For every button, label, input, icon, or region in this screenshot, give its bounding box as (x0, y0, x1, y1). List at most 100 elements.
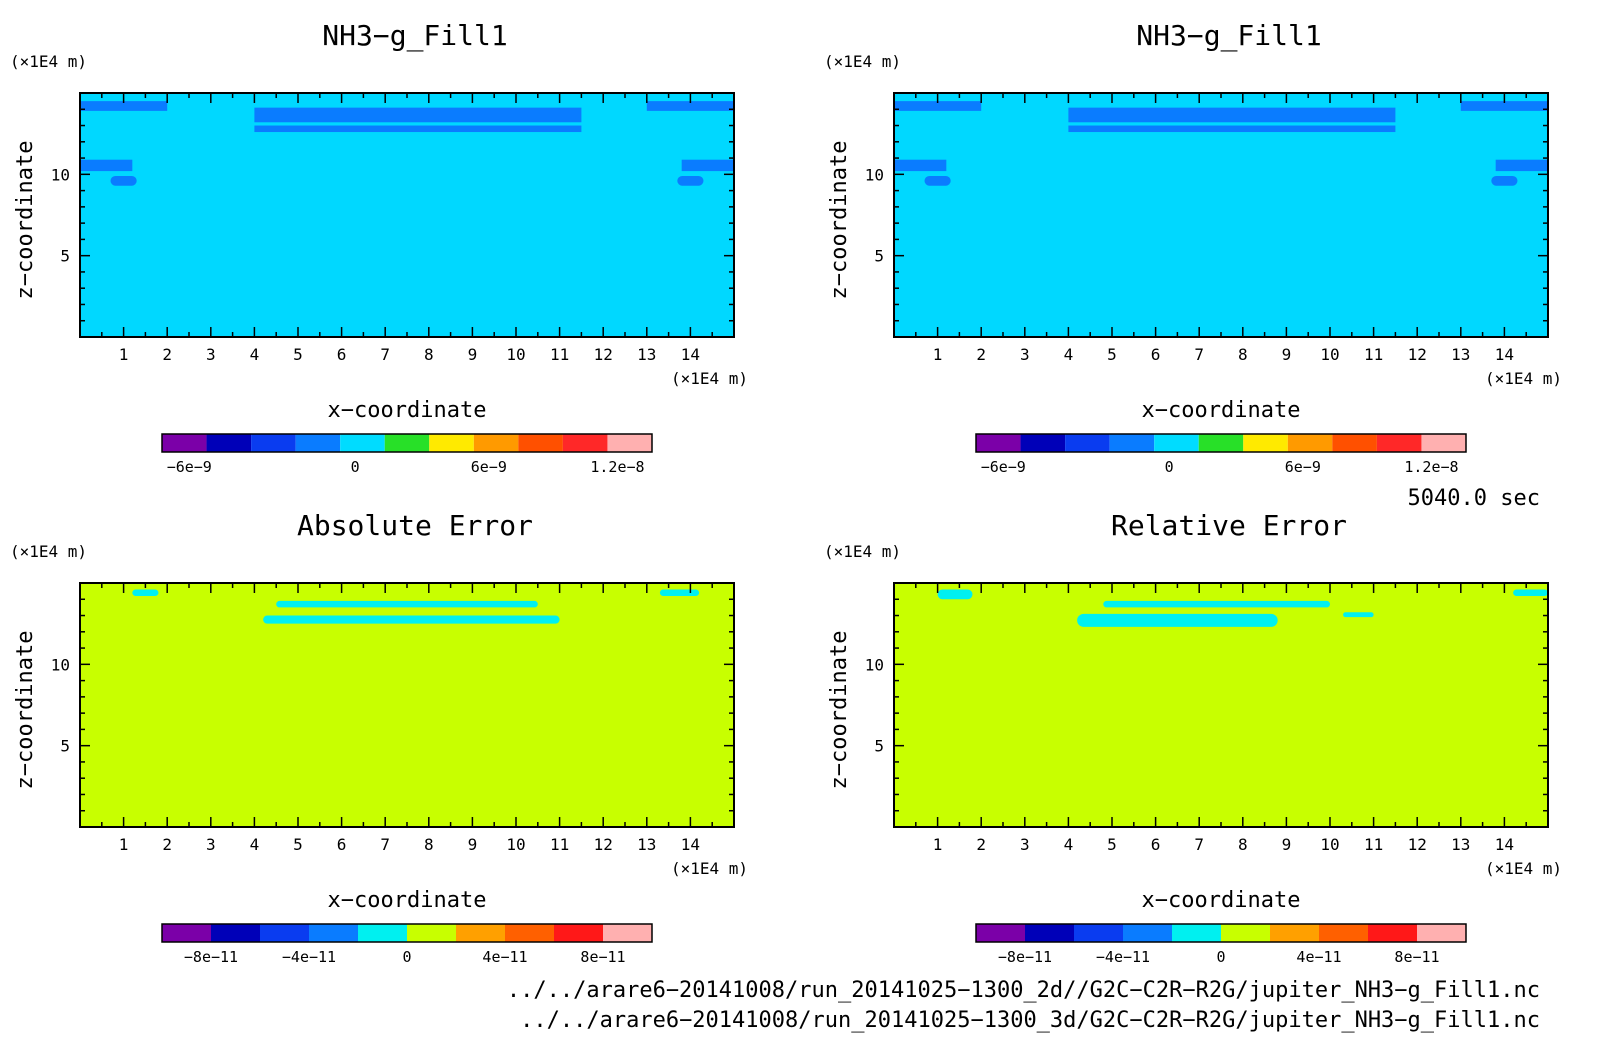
colorbar-label: 6e−9 (471, 458, 507, 476)
x-tick-label: 8 (1238, 835, 1248, 854)
x-tick-label: 11 (1364, 345, 1383, 364)
colorbar-label: −8e−11 (998, 948, 1052, 966)
colorbar-swatch (1376, 434, 1422, 452)
colorbar-swatch (554, 924, 603, 942)
colorbar-swatch (976, 924, 1025, 942)
x-tick-label: 3 (206, 835, 216, 854)
heatmap-blob (132, 589, 159, 597)
y-unit-label: (×1E4 m) (10, 542, 87, 561)
y-axis-label: z−coordinate (13, 141, 38, 300)
x-tick-label: 8 (1238, 345, 1248, 364)
x-unit-label: (×1E4 m) (671, 859, 748, 878)
colorbar-label: 4e−11 (1296, 948, 1341, 966)
colorbar-label: 4e−11 (482, 948, 527, 966)
x-tick-label: 13 (637, 345, 656, 364)
heatmap-band (1068, 125, 1396, 133)
chart-panel-3: Absolute Error(×1E4 m)1 2 3 4 5 6 7 8 9 10 11 12 13 1… (10, 509, 748, 966)
colorbar-swatch (260, 924, 309, 942)
x-tick-label: 8 (424, 835, 434, 854)
y-tick-label: 10 (51, 165, 70, 184)
colorbar-swatch (206, 434, 252, 452)
x-tick-label: 9 (468, 345, 478, 364)
heatmap-blob (937, 589, 973, 600)
plot-title: NH3−g_Fill1 (322, 19, 507, 53)
colorbar-label: 6e−9 (1285, 458, 1321, 476)
x-tick-label: 12 (594, 835, 613, 854)
x-tick-label: 8 (424, 345, 434, 364)
colorbar-label: −6e−9 (981, 458, 1026, 476)
x-tick-label: 12 (594, 345, 613, 364)
colorbar-swatch (211, 924, 260, 942)
heatmap-blob (1077, 613, 1278, 627)
heatmap-blob (1343, 612, 1374, 618)
x-tick-label: 2 (162, 345, 172, 364)
colorbar-label: 1.2e−8 (1404, 458, 1458, 476)
heatmap-band (1460, 101, 1548, 111)
x-axis-label: x−coordinate (1142, 888, 1301, 913)
x-axis-label: x−coordinate (328, 398, 487, 423)
colorbar-label: −6e−9 (167, 458, 212, 476)
x-tick-label: 13 (1451, 835, 1470, 854)
colorbar-label: 0 (402, 948, 411, 966)
heatmap-band (1495, 159, 1548, 172)
colorbar-label: 0 (351, 458, 360, 476)
heatmap-blob (110, 175, 137, 186)
colorbar-swatch (607, 434, 652, 452)
x-tick-label: 4 (250, 345, 260, 364)
x-tick-label: 5 (1107, 835, 1117, 854)
x-tick-label: 2 (162, 835, 172, 854)
colorbar-label: 8e−11 (1394, 948, 1439, 966)
x-tick-label: 11 (1364, 835, 1383, 854)
x-tick-label: 6 (1151, 835, 1161, 854)
colorbar-swatch (1154, 434, 1199, 452)
x-tick-label: 1 (119, 345, 129, 364)
colorbar-swatch (603, 924, 652, 942)
heatmap-blob (276, 600, 538, 608)
x-unit-label: (×1E4 m) (1485, 859, 1562, 878)
colorbar-swatch (1198, 434, 1244, 452)
x-tick-label: 10 (506, 345, 525, 364)
x-tick-label: 13 (637, 835, 656, 854)
file-path-2d: ../../arare6−20141008/run_20141025−1300_… (507, 978, 1540, 1003)
y-tick-label: 10 (51, 655, 70, 674)
x-tick-label: 9 (1282, 345, 1292, 364)
colorbar-swatch (456, 924, 505, 942)
colorbar-label: −4e−11 (282, 948, 336, 966)
heatmap-background (80, 93, 734, 337)
colorbar-swatch (340, 434, 385, 452)
y-tick-label: 5 (874, 737, 884, 756)
time-label: 5040.0 sec (1408, 486, 1540, 511)
heatmap-band (80, 159, 133, 172)
x-tick-label: 3 (1020, 345, 1030, 364)
y-unit-label: (×1E4 m) (824, 52, 901, 71)
heatmap-blob (263, 615, 560, 624)
colorbar-swatch (1332, 434, 1377, 452)
colorbar-swatch (251, 434, 296, 452)
heatmap-blob (924, 175, 951, 186)
x-tick-label: 7 (1194, 345, 1204, 364)
x-tick-label: 1 (119, 835, 129, 854)
x-tick-label: 4 (1064, 345, 1074, 364)
y-tick-label: 5 (874, 247, 884, 266)
heatmap-blob (677, 175, 704, 186)
colorbar-label: −4e−11 (1096, 948, 1150, 966)
colorbar-swatch (1109, 434, 1155, 452)
heatmap-blob (1103, 600, 1330, 608)
y-tick-label: 10 (865, 165, 884, 184)
x-tick-label: 10 (1320, 835, 1339, 854)
colorbar-swatch (1368, 924, 1417, 942)
colorbar-swatch (162, 434, 207, 452)
colorbar-swatch (407, 924, 456, 942)
colorbar-label: 8e−11 (580, 948, 625, 966)
y-tick-label: 5 (60, 737, 70, 756)
y-axis-label: z−coordinate (13, 631, 38, 790)
heatmap-band (894, 101, 982, 111)
heatmap-band (80, 101, 168, 111)
colorbar-swatch (1287, 434, 1333, 452)
plot-title: Absolute Error (297, 509, 533, 542)
heatmap-band (254, 107, 582, 123)
x-tick-label: 5 (293, 835, 303, 854)
colorbar-swatch (1065, 434, 1110, 452)
colorbar-label: 0 (1216, 948, 1225, 966)
colorbar-swatch (1417, 924, 1466, 942)
